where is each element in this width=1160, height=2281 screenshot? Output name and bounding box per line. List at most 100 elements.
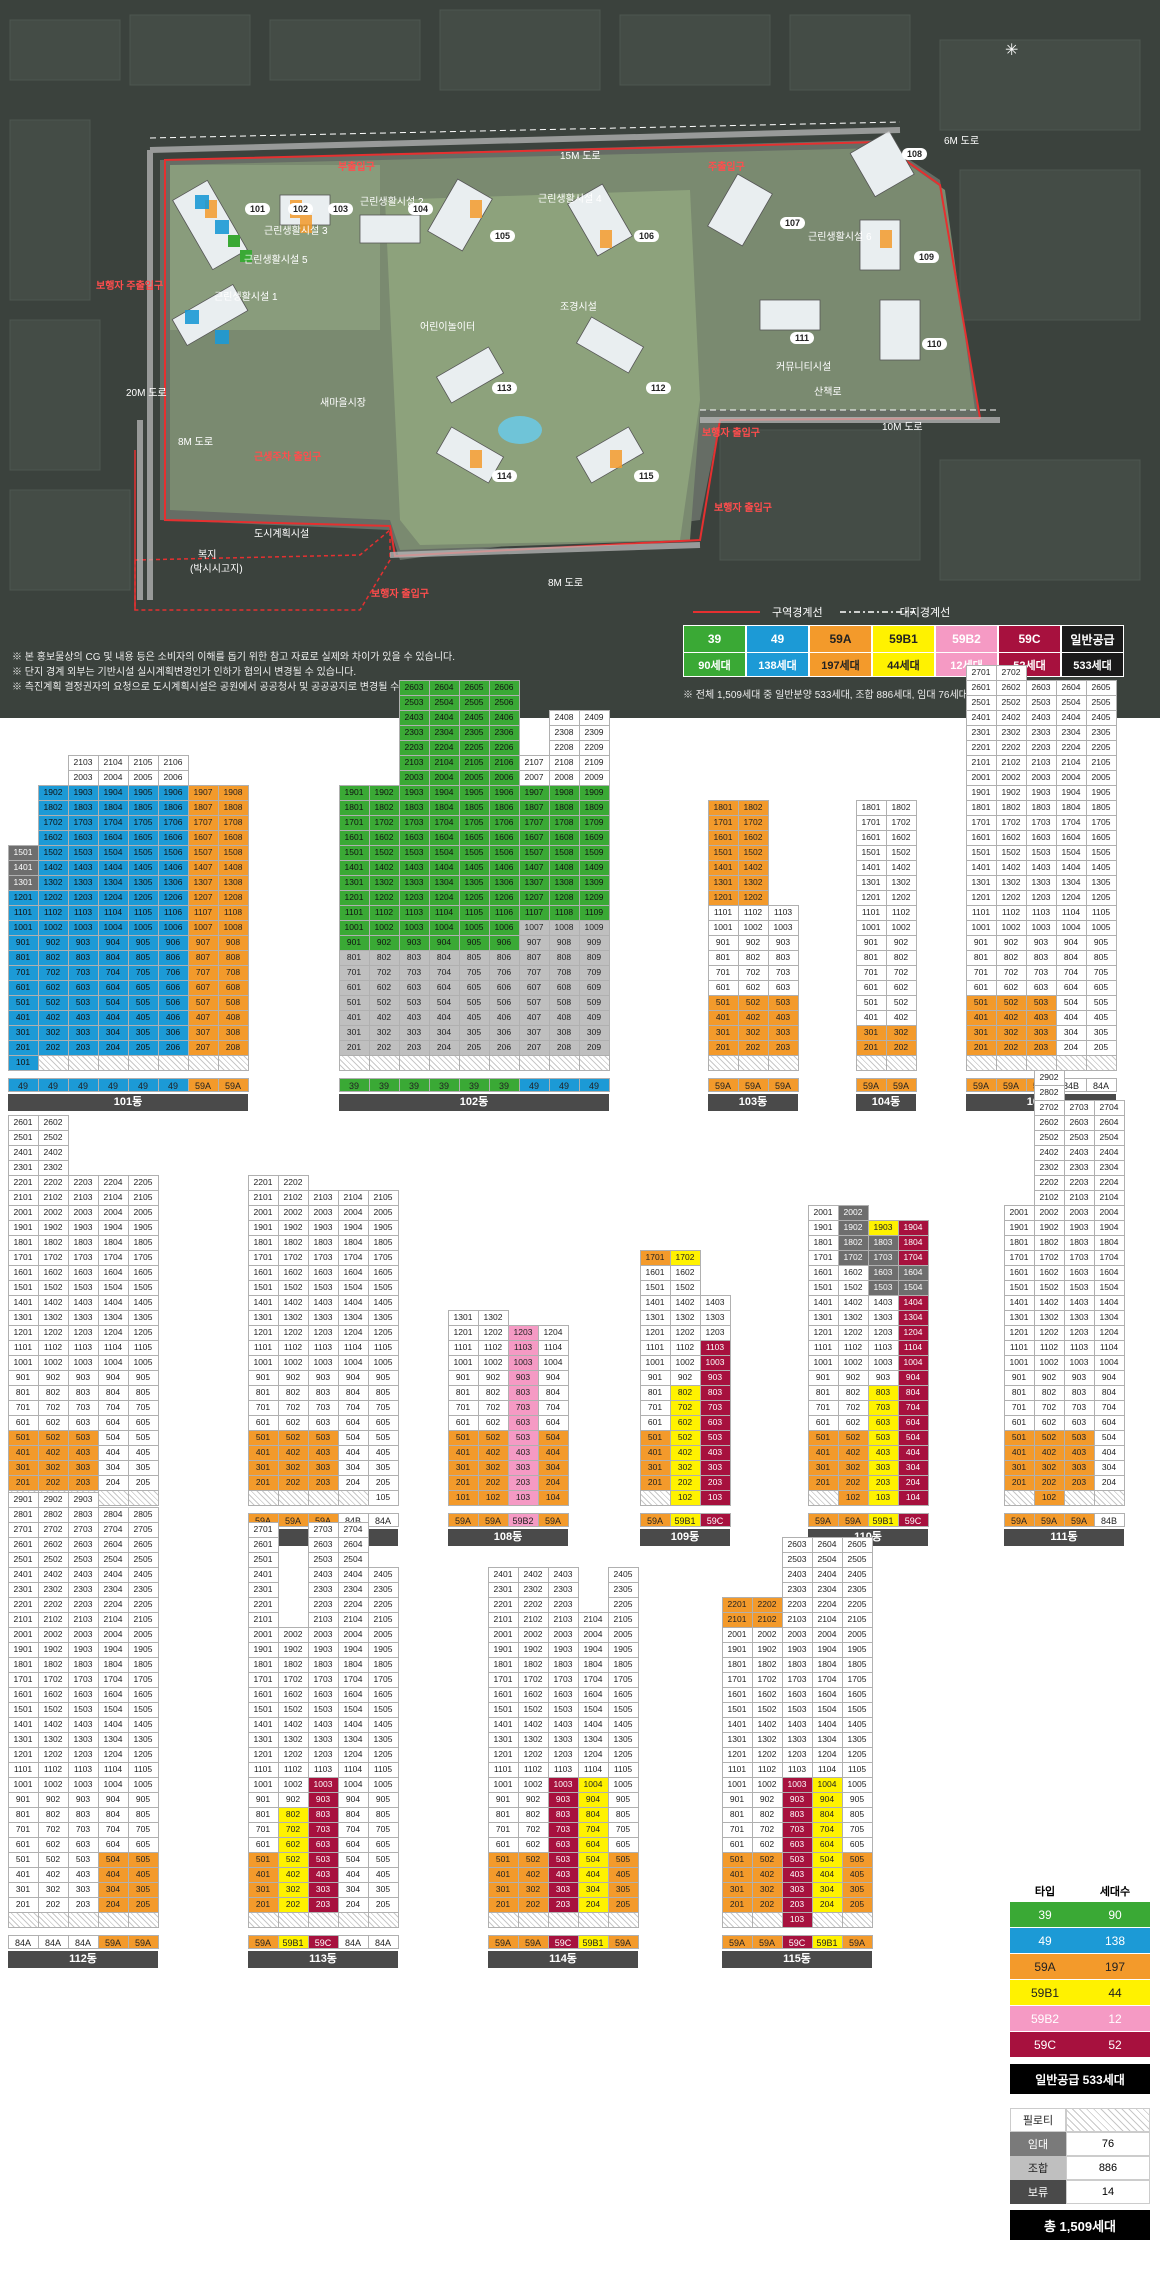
unit-cell: 805 — [458, 949, 490, 966]
place-label: 복지 — [198, 550, 217, 561]
unit-cell: 1505 — [367, 1279, 399, 1296]
unit-cell: 401 — [965, 1009, 997, 1026]
unit-cell: 1401 — [1003, 1294, 1035, 1311]
unit-cell: 2604 — [97, 1536, 129, 1553]
unit-cell: 1203 — [67, 1746, 99, 1763]
unit-cell: 1304 — [428, 874, 460, 891]
unit-cell: 803 — [67, 949, 99, 966]
unit-cell: 2304 — [1055, 724, 1087, 741]
unit-cell: 1701 — [721, 1671, 753, 1688]
unit-cell: 203 — [307, 1896, 339, 1913]
unit-cell: 1502 — [885, 844, 917, 861]
unit-cell: 505 — [1085, 994, 1117, 1011]
piloti-cell — [127, 1911, 159, 1928]
legend-count: 533세대 — [1062, 652, 1123, 676]
unit-cell: 2205 — [367, 1596, 399, 1613]
unit-cell: 2202 — [37, 1596, 69, 1613]
unit-cell: 704 — [97, 964, 129, 981]
unit-type-label: 59A — [995, 1078, 1027, 1092]
unit-type-label: 39 — [368, 1078, 400, 1092]
unit-cell: 2105 — [607, 1611, 639, 1628]
unit-cell: 1804 — [1093, 1234, 1125, 1251]
unit-cell: 2404 — [1055, 709, 1087, 726]
unit-cell: 901 — [487, 1791, 519, 1808]
unit-cell: 2401 — [7, 1566, 39, 1583]
unit-cell: 1103 — [398, 904, 430, 921]
unit-cell: 1509 — [578, 844, 610, 861]
unit-cell: 1105 — [367, 1339, 399, 1356]
unit-cell: 1903 — [547, 1641, 579, 1658]
place-label: 근린생활시설 2 — [360, 197, 424, 208]
unit-cell: 2601 — [7, 1114, 39, 1131]
unit-cell: 1703 — [547, 1671, 579, 1688]
unit-cell: 803 — [1063, 1384, 1095, 1401]
unit-cell: 1801 — [7, 1656, 39, 1673]
unit-cell: 1405 — [841, 1716, 873, 1733]
unit-cell: 701 — [247, 1821, 279, 1838]
general-supply-total: 일반공급 533세대 — [1010, 2064, 1150, 2094]
unit-cell: 2102 — [37, 1189, 69, 1206]
unit-cell: 2402 — [37, 1566, 69, 1583]
unit-cell: 1904 — [97, 1641, 129, 1658]
unit-cell: 1305 — [458, 874, 490, 891]
unit-cell: 1804 — [97, 1656, 129, 1673]
unit-cell: 2306 — [488, 724, 520, 741]
unit-cell: 804 — [1093, 1384, 1125, 1401]
unit-cell: 2301 — [965, 724, 997, 741]
unit-cell: 2103 — [547, 1611, 579, 1628]
unit-cell: 1805 — [127, 1656, 159, 1673]
unit-cell: 1104 — [97, 1761, 129, 1778]
building-101-types: 49 49 49 49 49 49 59A 59A — [7, 1074, 249, 1092]
unit-cell: 1302 — [477, 1309, 509, 1326]
unit-cell: 1403 — [867, 1294, 899, 1311]
unit-cell: 1503 — [867, 1279, 899, 1296]
unit-cell: 1009 — [578, 919, 610, 936]
unit-cell: 2001 — [7, 1626, 39, 1643]
unit-cell: 1602 — [37, 1686, 69, 1703]
unit-cell: 607 — [187, 979, 219, 996]
unit-cell: 1503 — [547, 1701, 579, 1718]
unit-cell: 703 — [307, 1399, 339, 1416]
unit-cell: 1405 — [607, 1716, 639, 1733]
unit-cell: 602 — [737, 979, 769, 996]
unit-cell: 404 — [1093, 1444, 1125, 1461]
unit-cell: 503 — [67, 1429, 99, 1446]
unit-cell: 1605 — [367, 1264, 399, 1281]
unit-cell: 1505 — [127, 844, 159, 861]
unit-cell: 2305 — [458, 724, 490, 741]
unit-cell: 404 — [537, 1444, 569, 1461]
unit-cell: 1005 — [127, 919, 159, 936]
unit-cell: 404 — [1055, 1009, 1087, 1026]
unit-cell: 2001 — [7, 1204, 39, 1221]
unit-cell: 404 — [97, 1444, 129, 1461]
unit-cell: 903 — [767, 934, 799, 951]
unit-cell: 2201 — [965, 739, 997, 756]
unit-cell: 2305 — [607, 1581, 639, 1598]
unit-cell: 1202 — [277, 1324, 309, 1341]
unit-cell: 1604 — [577, 1686, 609, 1703]
summary-row: 39 90 — [1010, 1902, 1150, 1928]
unit-cell: 1001 — [247, 1776, 279, 1793]
unit-cell: 1003 — [781, 1776, 813, 1793]
unit-cell: 904 — [337, 1369, 369, 1386]
unit-cell: 1004 — [1055, 919, 1087, 936]
unit-cell: 2603 — [307, 1536, 339, 1553]
unit-cell: 803 — [547, 1806, 579, 1823]
unit-cell: 807 — [518, 949, 550, 966]
building-106-grid: 2601 2602 2501 2502 2401 2402 2301 2302 2201 2202… — [7, 1114, 159, 1506]
unit-cell: 2601 — [965, 679, 997, 696]
unit-cell: 1005 — [458, 919, 490, 936]
unit-cell: 701 — [721, 1821, 753, 1838]
unit-cell: 1203 — [507, 1324, 539, 1341]
unit-cell: 204 — [1055, 1039, 1087, 1056]
unit-cell: 1401 — [639, 1294, 671, 1311]
unit-cell: 604 — [537, 1414, 569, 1431]
unit-cell: 1605 — [127, 829, 159, 846]
unit-cell: 1605 — [127, 1686, 159, 1703]
unit-cell: 801 — [721, 1806, 753, 1823]
unit-cell: 406 — [157, 1009, 189, 1026]
unit-cell: 405 — [1085, 1009, 1117, 1026]
unit-cell: 1801 — [707, 799, 739, 816]
unit-cell: 1803 — [67, 799, 99, 816]
piloti-cell — [7, 1911, 39, 1928]
